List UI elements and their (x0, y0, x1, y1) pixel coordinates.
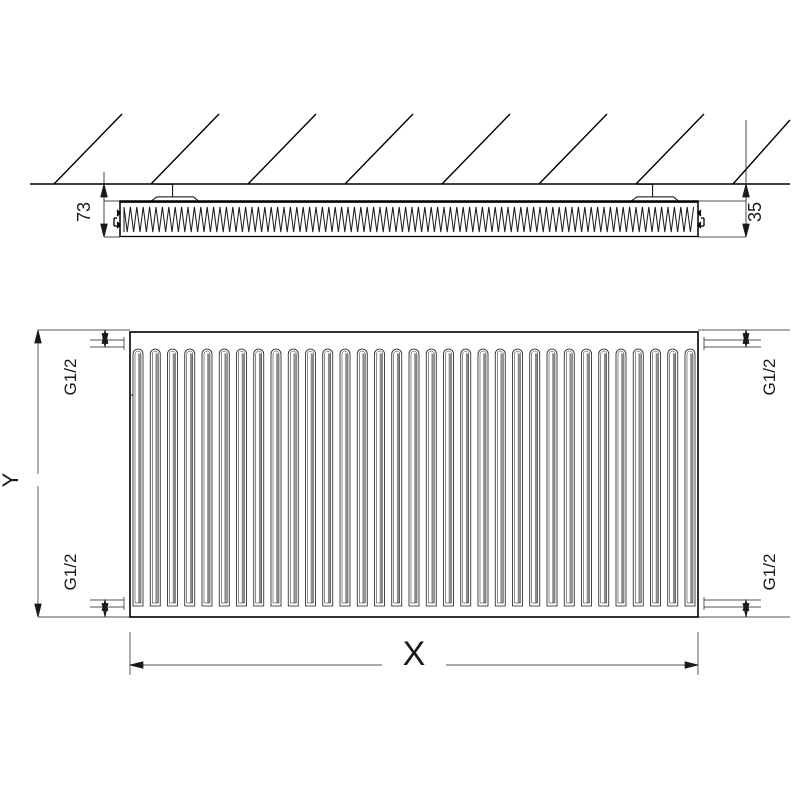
svg-text:Y: Y (0, 472, 23, 487)
svg-text:73: 73 (74, 202, 94, 222)
svg-text:35: 35 (745, 202, 765, 222)
svg-text:G1/2: G1/2 (61, 359, 80, 396)
svg-text:X: X (403, 635, 426, 673)
svg-text:G1/2: G1/2 (61, 554, 80, 591)
svg-text:G1/2: G1/2 (760, 359, 779, 396)
svg-text:G1/2: G1/2 (760, 554, 779, 591)
